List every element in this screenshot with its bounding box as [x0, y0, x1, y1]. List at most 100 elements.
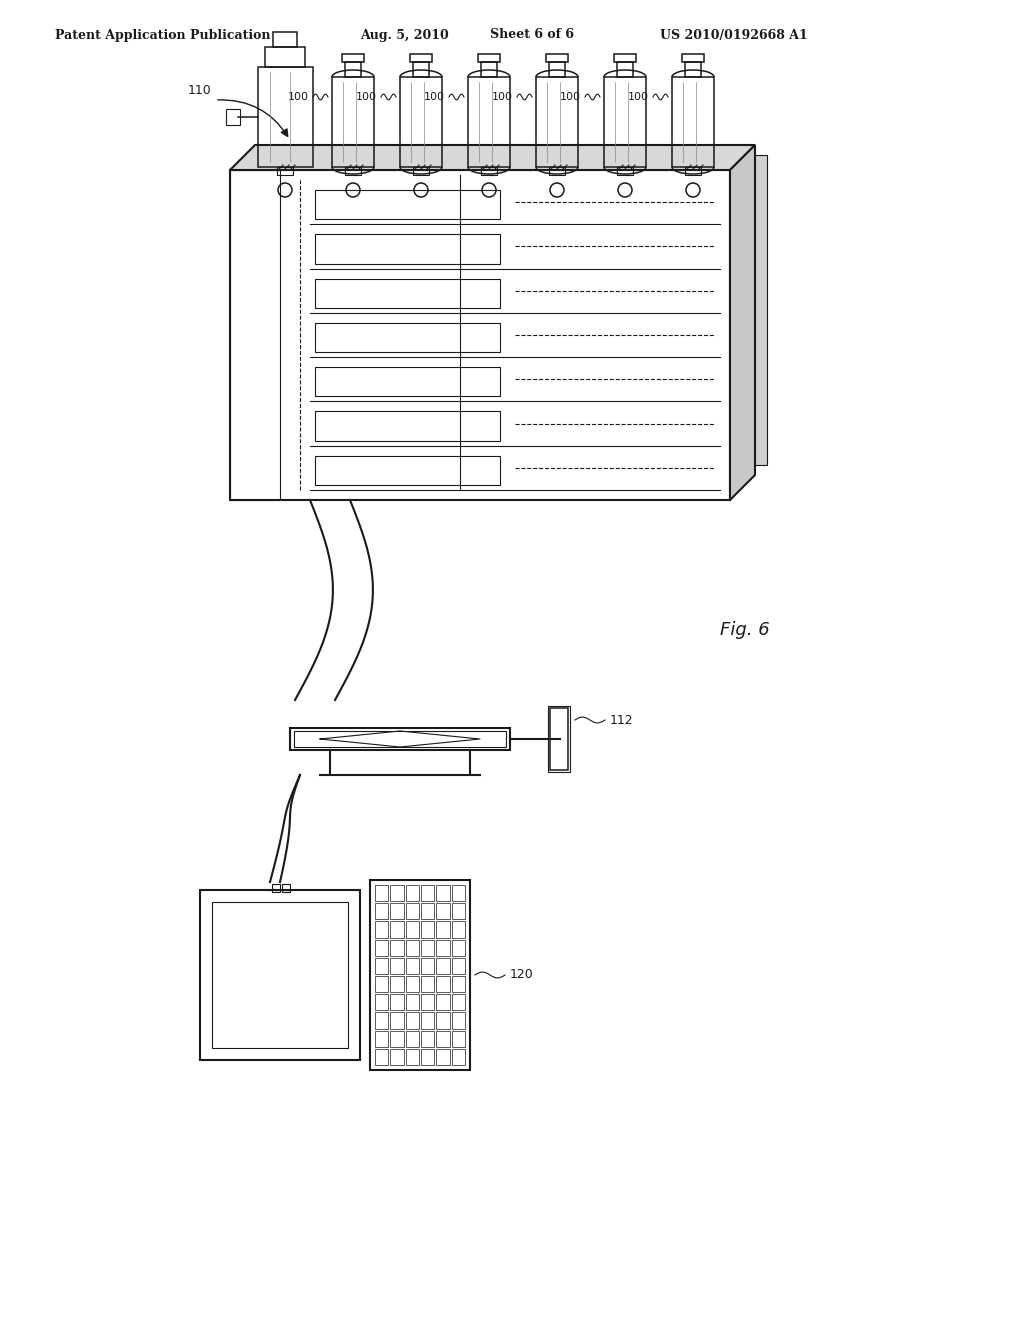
Bar — [406, 1031, 419, 1047]
Bar — [315, 190, 500, 219]
Bar — [421, 958, 434, 974]
Bar — [282, 884, 290, 892]
Bar — [226, 110, 240, 125]
Text: Aug. 5, 2010: Aug. 5, 2010 — [360, 29, 449, 41]
Bar — [617, 168, 633, 176]
Bar — [436, 958, 450, 974]
Bar — [421, 1031, 434, 1047]
Bar — [478, 54, 500, 62]
Text: 120: 120 — [510, 969, 534, 982]
Bar — [390, 884, 403, 902]
Bar — [345, 62, 361, 77]
Bar — [315, 279, 500, 308]
Bar — [421, 1049, 434, 1065]
Bar — [230, 170, 280, 500]
Bar — [375, 903, 388, 920]
Bar — [548, 706, 570, 772]
Bar — [421, 994, 434, 1010]
Bar — [452, 1049, 465, 1065]
Bar — [375, 994, 388, 1010]
Bar — [452, 975, 465, 993]
Bar — [452, 903, 465, 920]
Bar — [421, 884, 434, 902]
Bar — [550, 708, 568, 770]
Bar — [375, 921, 388, 937]
Bar — [685, 62, 701, 77]
Bar — [546, 54, 568, 62]
Bar — [406, 903, 419, 920]
Bar — [406, 1012, 419, 1028]
Bar — [390, 975, 403, 993]
Bar — [436, 975, 450, 993]
Bar — [452, 1031, 465, 1047]
Bar — [436, 1031, 450, 1047]
Bar — [345, 168, 361, 176]
Bar — [265, 48, 305, 67]
Bar — [604, 77, 646, 168]
Bar — [685, 168, 701, 176]
Bar — [536, 77, 578, 168]
Text: 100: 100 — [492, 92, 512, 102]
Bar — [278, 168, 293, 176]
Bar — [375, 940, 388, 956]
Bar — [549, 168, 565, 176]
Bar — [375, 884, 388, 902]
Bar — [410, 54, 432, 62]
Bar — [406, 921, 419, 937]
Bar — [436, 921, 450, 937]
Bar — [413, 62, 429, 77]
Text: US 2010/0192668 A1: US 2010/0192668 A1 — [660, 29, 808, 41]
Text: Fig. 6: Fig. 6 — [720, 620, 770, 639]
Bar — [390, 994, 403, 1010]
Bar — [315, 323, 500, 352]
Bar — [436, 940, 450, 956]
Bar — [390, 940, 403, 956]
Bar — [406, 940, 419, 956]
Bar — [436, 1012, 450, 1028]
Bar — [617, 62, 633, 77]
Bar — [272, 884, 280, 892]
Bar — [436, 1049, 450, 1065]
Bar — [549, 62, 565, 77]
Bar — [315, 367, 500, 396]
Bar — [413, 168, 429, 176]
Bar — [682, 54, 705, 62]
Bar — [452, 994, 465, 1010]
Bar — [406, 958, 419, 974]
Bar — [230, 170, 730, 500]
Bar — [421, 975, 434, 993]
Bar — [390, 958, 403, 974]
Bar — [406, 1049, 419, 1065]
Text: 100: 100 — [559, 92, 581, 102]
Bar — [406, 994, 419, 1010]
Bar — [332, 77, 374, 168]
Bar — [614, 54, 636, 62]
Bar — [390, 921, 403, 937]
Bar — [436, 994, 450, 1010]
Bar — [421, 940, 434, 956]
Bar — [406, 975, 419, 993]
Bar — [481, 168, 497, 176]
Bar — [390, 903, 403, 920]
Polygon shape — [730, 145, 755, 500]
Polygon shape — [230, 145, 755, 170]
Bar — [390, 1012, 403, 1028]
Bar — [390, 1031, 403, 1047]
Bar — [421, 1012, 434, 1028]
Bar — [294, 731, 506, 747]
Bar — [375, 1031, 388, 1047]
Bar — [273, 32, 297, 48]
Bar — [452, 1012, 465, 1028]
Bar — [290, 729, 510, 750]
Bar — [342, 54, 364, 62]
Bar — [421, 903, 434, 920]
Bar — [672, 77, 714, 168]
Bar — [452, 884, 465, 902]
Bar — [315, 412, 500, 441]
Bar — [400, 77, 442, 168]
Bar — [375, 975, 388, 993]
Text: Patent Application Publication: Patent Application Publication — [55, 29, 270, 41]
Bar — [436, 884, 450, 902]
Bar — [436, 903, 450, 920]
Text: 112: 112 — [610, 714, 634, 726]
